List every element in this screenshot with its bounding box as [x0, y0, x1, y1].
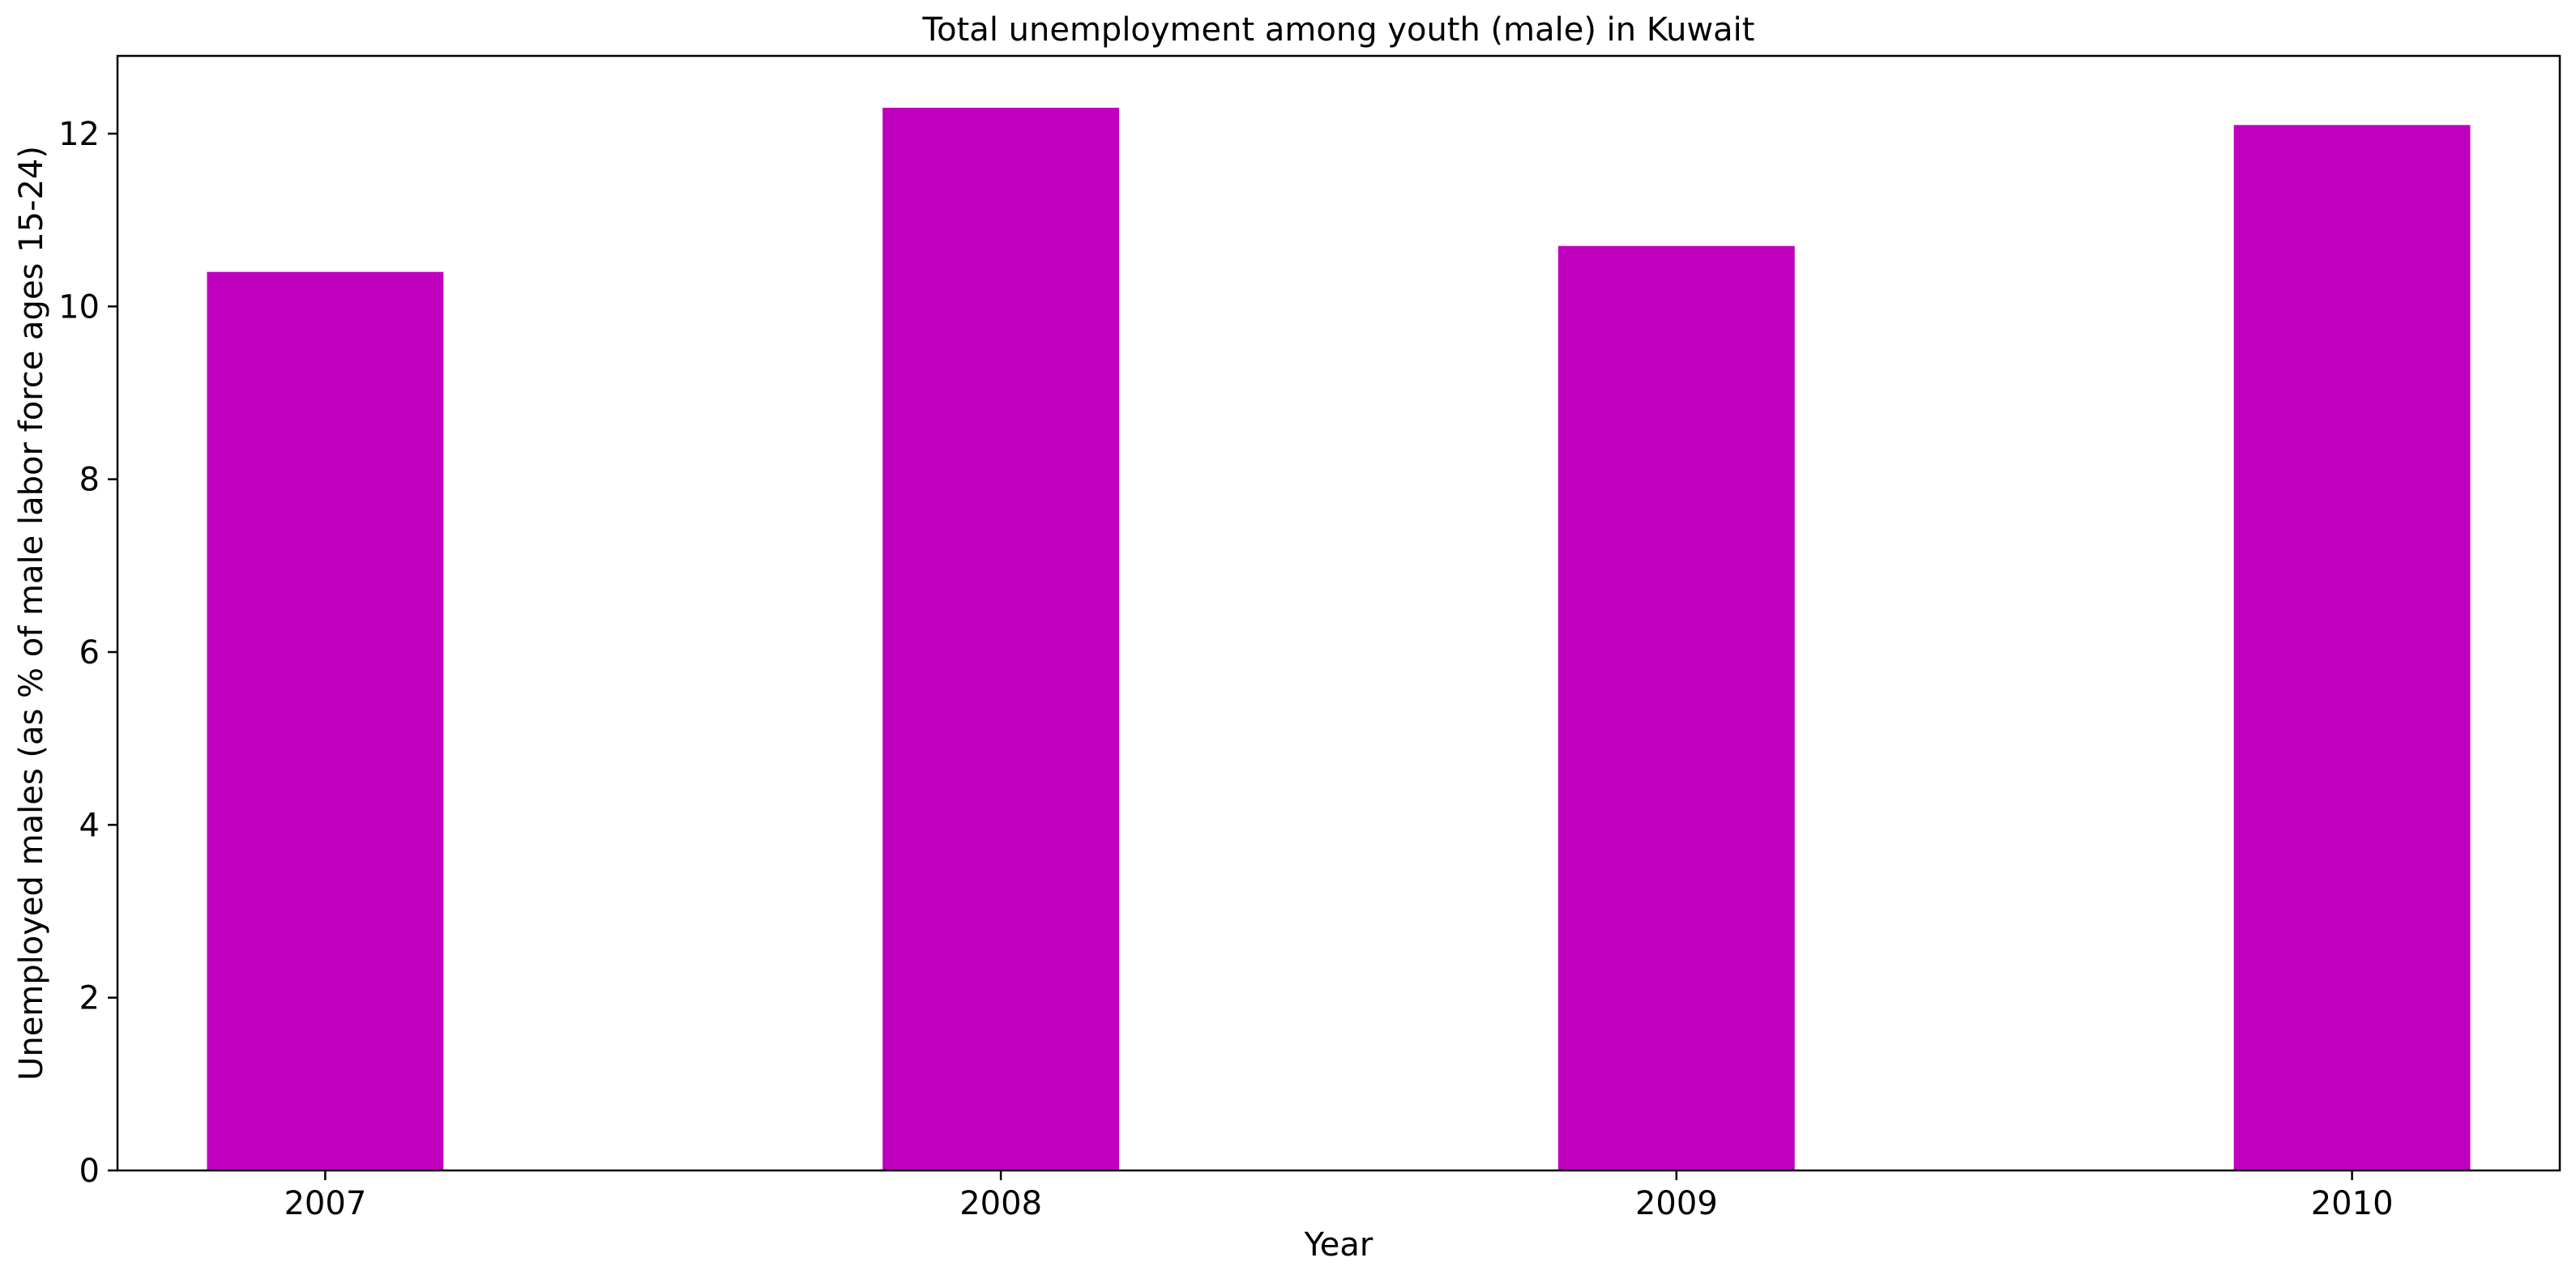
plot-frame	[116, 54, 2561, 1172]
x-tick-label: 2007	[284, 1185, 366, 1222]
y-axis-label: Unemployed males (as % of male labor for…	[13, 146, 50, 1081]
bar-2010	[2233, 125, 2471, 1170]
bar-2008	[882, 108, 1120, 1170]
bars-group	[207, 108, 2471, 1171]
x-tick-label: 2009	[1635, 1185, 1718, 1222]
y-tick-label: 8	[79, 462, 100, 499]
x-tick-label: 2010	[2311, 1185, 2394, 1222]
y-tick-label: 4	[79, 807, 100, 844]
bar-2007	[207, 271, 444, 1171]
y-tick-label: 0	[79, 1153, 100, 1190]
bar-2009	[1557, 245, 1795, 1171]
chart-title: Total unemployment among youth (male) in…	[922, 11, 1755, 49]
y-tick-label: 10	[58, 288, 100, 326]
x-tick-label: 2008	[959, 1185, 1042, 1222]
y-axis-ticks: 0 2 4 6 8 10 12	[58, 116, 117, 1190]
y-tick-label: 2	[79, 980, 100, 1017]
x-axis-ticks: 2007 2008 2009 2010	[284, 1170, 2394, 1222]
y-tick-label: 6	[79, 634, 100, 671]
x-axis-label: Year	[1304, 1226, 1373, 1264]
y-tick-label: 12	[58, 116, 100, 153]
